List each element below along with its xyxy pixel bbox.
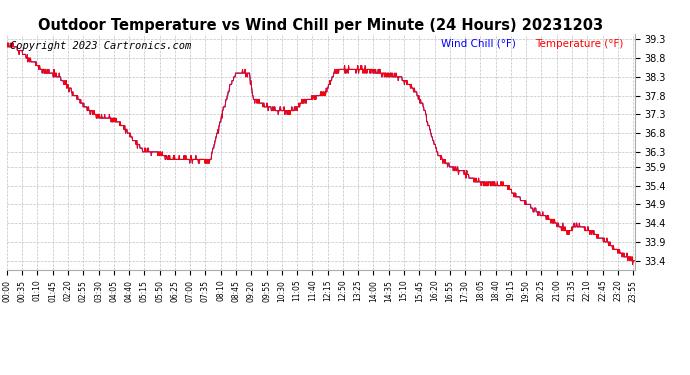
Title: Outdoor Temperature vs Wind Chill per Minute (24 Hours) 20231203: Outdoor Temperature vs Wind Chill per Mi… xyxy=(38,18,604,33)
Temperature (°F) xyxy=(631,258,639,263)
Temperature (°F) xyxy=(213,131,221,135)
Line: Wind Chill (°F): Wind Chill (°F) xyxy=(7,43,635,264)
Temperature (°F) xyxy=(501,183,509,188)
Temperature (°F) xyxy=(556,225,564,229)
Wind Chill (°F) xyxy=(629,262,637,267)
Line: Temperature (°F): Temperature (°F) xyxy=(7,43,635,264)
Wind Chill (°F) xyxy=(142,150,150,154)
Text: Copyright 2023 Cartronics.com: Copyright 2023 Cartronics.com xyxy=(10,41,191,51)
Legend: Wind Chill (°F), Temperature (°F): Wind Chill (°F), Temperature (°F) xyxy=(426,39,623,49)
Temperature (°F) xyxy=(3,41,11,45)
Temperature (°F) xyxy=(127,135,135,139)
Wind Chill (°F) xyxy=(631,258,639,263)
Wind Chill (°F) xyxy=(419,101,427,105)
Temperature (°F) xyxy=(629,262,637,267)
Wind Chill (°F) xyxy=(501,183,509,188)
Wind Chill (°F) xyxy=(213,131,221,135)
Temperature (°F) xyxy=(419,101,427,105)
Wind Chill (°F) xyxy=(127,135,135,139)
Wind Chill (°F) xyxy=(556,225,564,229)
Temperature (°F) xyxy=(142,150,150,154)
Wind Chill (°F) xyxy=(3,41,11,45)
